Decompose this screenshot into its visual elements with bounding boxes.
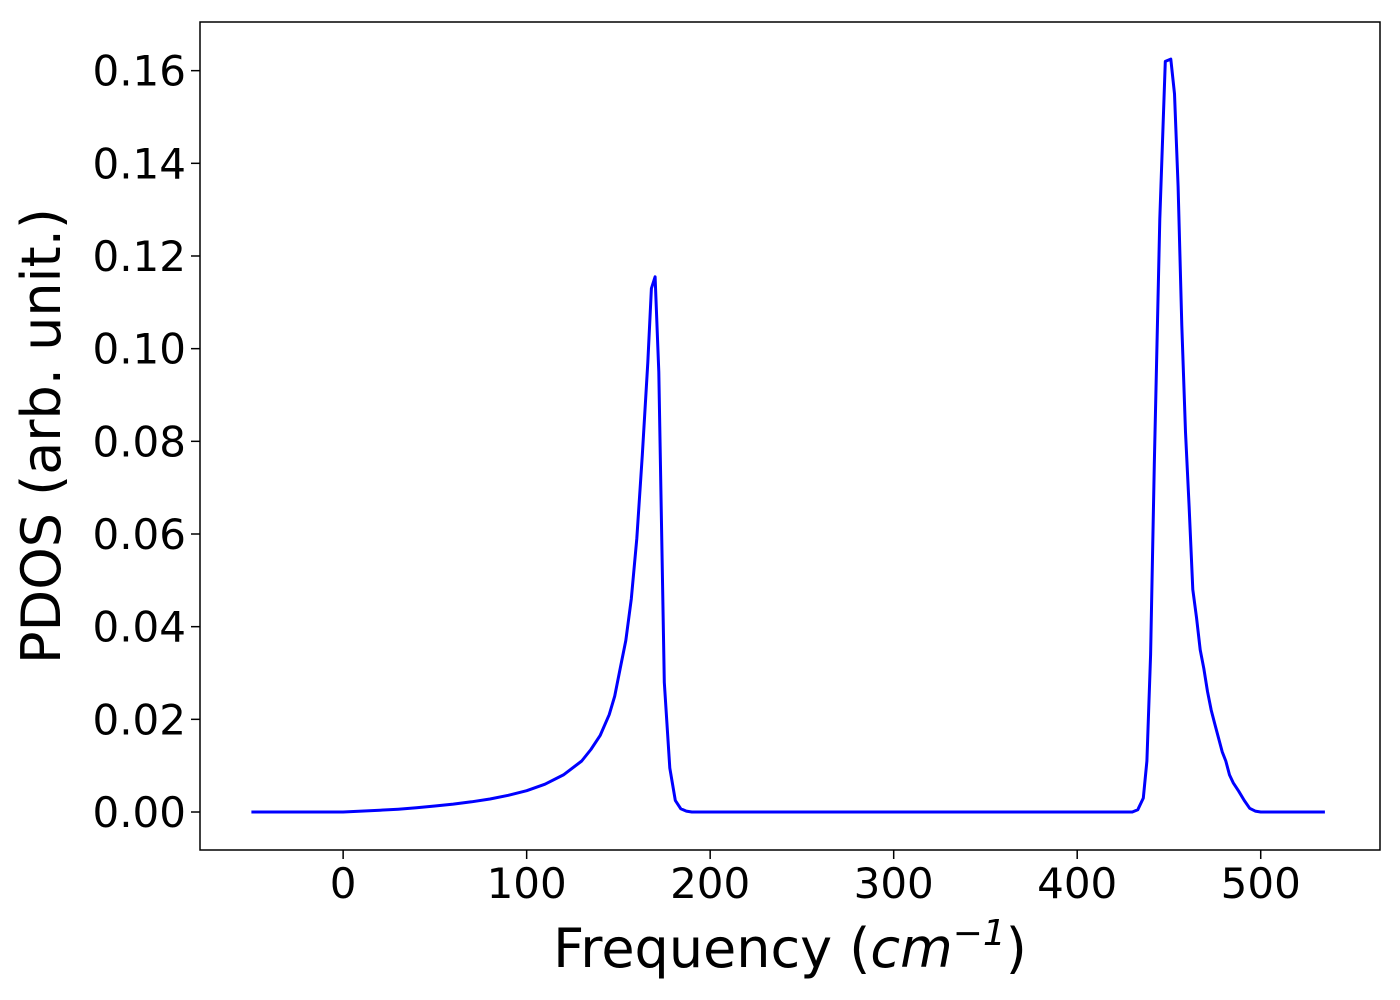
y-axis: 0.00 0.02 0.04 0.06 0.08 0.10 0.12 0.14 0.16 <box>92 47 200 837</box>
x-axis: 0 100 200 300 400 500 <box>330 850 1301 908</box>
plot-area <box>200 22 1380 850</box>
y-tick-label: 0.14 <box>92 139 186 188</box>
x-tick-label: 0 <box>330 859 357 908</box>
x-tick-label: 500 <box>1221 859 1301 908</box>
y-tick-label: 0.06 <box>92 510 186 559</box>
y-tick-label: 0.02 <box>92 695 186 744</box>
pdos-series-line <box>251 57 1325 814</box>
y-axis-label: PDOS (arb. unit.) <box>10 208 73 664</box>
x-tick-label: 400 <box>1037 859 1117 908</box>
x-axis-label: Frequency (cm−1) <box>553 913 1027 980</box>
x-tick-label: 100 <box>487 859 567 908</box>
y-tick-label: 0.04 <box>92 603 186 652</box>
x-axis-label-suffix: ) <box>1006 917 1027 980</box>
plot-frame <box>199 21 1381 851</box>
x-tick-label: 200 <box>670 859 750 908</box>
x-axis-label-prefix: Frequency ( <box>553 917 870 980</box>
x-axis-label-unit: cm <box>870 917 952 980</box>
y-tick-label: 0.12 <box>92 232 186 281</box>
y-tick-label: 0.00 <box>92 788 186 837</box>
x-tick-label: 300 <box>854 859 934 908</box>
y-tick-label: 0.10 <box>92 325 186 374</box>
x-axis-label-exponent: −1 <box>953 913 1006 954</box>
y-tick-label: 0.08 <box>92 417 186 466</box>
y-tick-label: 0.16 <box>92 47 186 96</box>
